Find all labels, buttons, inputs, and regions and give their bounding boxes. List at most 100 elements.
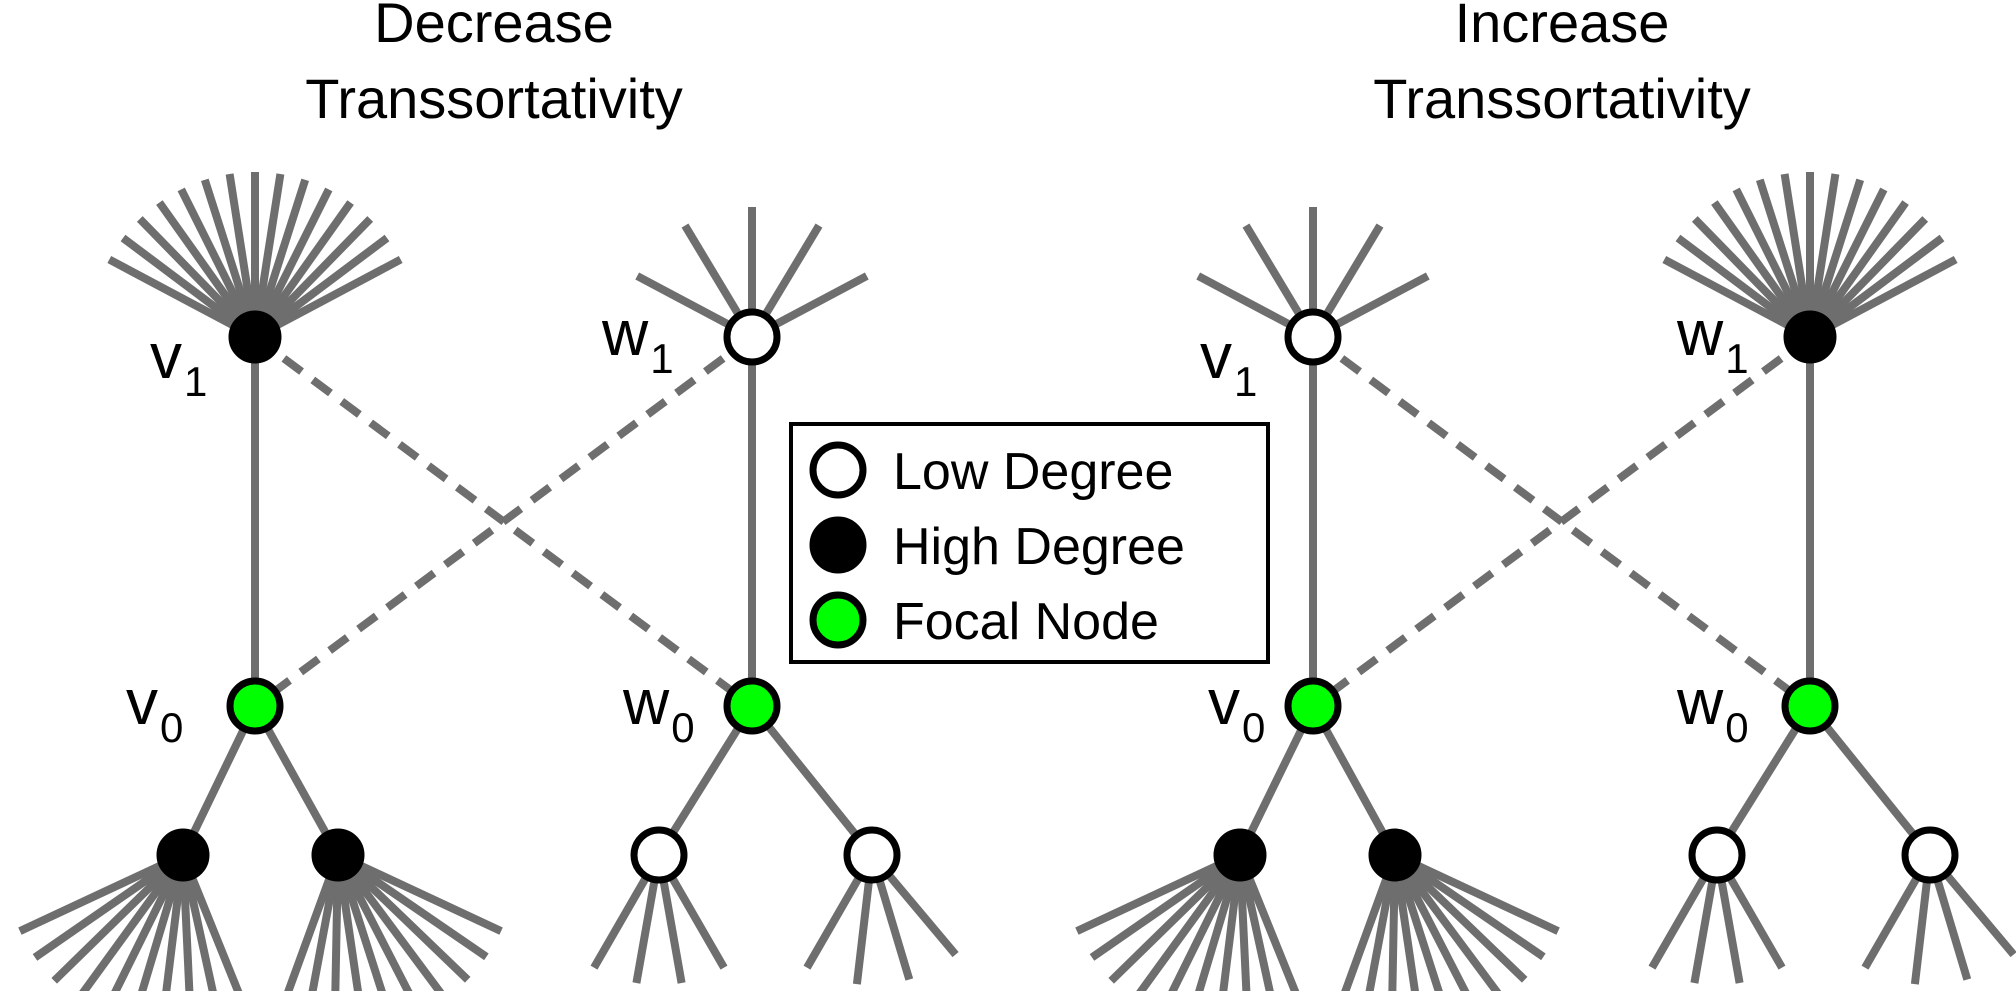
right-v0-child2-spoke	[1392, 851, 1546, 961]
left-v1-spoke	[251, 178, 310, 339]
right-v0-child2-spoke	[1388, 854, 1399, 991]
left-node-w0-child1	[630, 826, 688, 884]
right-w1-spoke	[1807, 234, 1945, 341]
left-v0-child1-spoke	[18, 851, 185, 935]
left-node-w0	[723, 677, 781, 735]
left-panel-nodes	[156, 308, 901, 884]
left-node-w0-child2	[843, 826, 901, 884]
left-v0-child2-spoke	[331, 854, 342, 991]
right-v0-child2-spoke	[1391, 852, 1502, 991]
left-label-w1: w1	[601, 297, 674, 382]
left-panel-edges	[179, 333, 876, 858]
left-title-line1: Decrease	[374, 0, 614, 54]
right-node-w0-child1	[1688, 826, 1746, 884]
right-label-w1: w1	[1676, 297, 1749, 382]
left-v0-child2-spoke	[334, 852, 445, 991]
left-v0-child1-spoke	[179, 854, 194, 991]
left-title-line2: Transsortativity	[305, 67, 683, 130]
left-v1-spoke	[225, 173, 259, 338]
right-w1-spoke	[1806, 200, 1909, 340]
left-v0-child1-spoke	[51, 852, 186, 984]
right-v0-child1-spoke	[1075, 851, 1242, 935]
left-label-w0: w0	[622, 666, 695, 751]
left-v0-child2-spoke	[284, 853, 342, 991]
right-panel-edges	[1236, 333, 1934, 858]
right-w1-spoke	[1807, 216, 1929, 340]
right-w1-spoke	[1806, 178, 1865, 339]
right-v0-child2-spoke	[1391, 853, 1470, 991]
left-node-v0-child1	[156, 828, 210, 882]
left-v1-spoke	[136, 216, 258, 340]
right-w1-spoke	[1691, 216, 1813, 340]
left-node-w1	[723, 308, 781, 366]
left-node-v0	[226, 677, 284, 735]
left-v0-child1-spoke	[179, 854, 217, 991]
right-node-v0	[1284, 677, 1342, 735]
left-node-labels: v1 w1 v0 w0	[126, 297, 695, 751]
right-w1-spoke	[1806, 187, 1888, 339]
right-label-v1: v1	[1200, 320, 1257, 405]
right-v0-child1-spoke	[1236, 854, 1274, 991]
legend-high-degree-label: High Degree	[893, 518, 1185, 576]
left-v1-spoke	[252, 216, 374, 340]
right-v0-child1-spoke	[1236, 853, 1300, 991]
right-w1-spoke	[1675, 234, 1813, 341]
right-node-w0-child2	[1901, 826, 1959, 884]
left-v0-child1-spoke	[162, 854, 187, 991]
right-title-line1: Increase	[1455, 0, 1670, 54]
right-v0-child1-spoke	[1108, 852, 1243, 984]
right-v0-child1-spoke	[1219, 854, 1244, 991]
right-label-v0: v0	[1208, 666, 1265, 751]
left-v0-child2-spoke	[334, 853, 413, 991]
left-v0-child2-spoke	[335, 851, 489, 961]
legend-box	[789, 422, 1270, 664]
left-v1-spoke	[120, 234, 258, 341]
right-dashed-w1-v0	[1310, 333, 1813, 710]
right-w1-spoke	[1662, 255, 1812, 341]
right-v0-child1-spoke	[1168, 853, 1244, 991]
right-node-w1	[1783, 310, 1837, 364]
left-label-v1: v1	[150, 320, 207, 405]
left-v0-child1-spoke	[179, 853, 243, 991]
legend-high-degree-swatch	[809, 516, 867, 574]
right-v0-child2-spoke	[1365, 854, 1399, 991]
legend-focal-node-label: Focal Node	[893, 593, 1159, 651]
right-node-v0-child1	[1213, 828, 1267, 882]
right-v0-child1-spoke	[1236, 854, 1251, 991]
right-label-w0: w0	[1676, 666, 1749, 751]
left-node-v1	[228, 310, 282, 364]
left-dashed-w1-v0	[252, 333, 755, 710]
left-v0-child2-spoke	[336, 851, 503, 935]
right-edge-w0-child1	[1713, 703, 1814, 858]
left-v1-spoke	[253, 255, 403, 341]
right-w1-spoke	[1711, 200, 1814, 340]
left-edge-w0-child1	[655, 703, 756, 858]
right-v0-child2-spoke	[1392, 852, 1528, 983]
right-title-line2: Transsortativity	[1373, 67, 1751, 130]
right-node-v0-child2	[1368, 828, 1422, 882]
legend-low-degree-label: Low Degree	[893, 443, 1173, 501]
left-v0-child1-spoke	[111, 853, 187, 991]
legend-low-degree-swatch	[809, 441, 867, 499]
left-v0-child2-spoke	[334, 854, 362, 991]
legend: Low Degree High Degree Focal Node	[789, 422, 1270, 664]
right-w1-spoke	[1732, 187, 1814, 339]
right-node-w0	[1781, 677, 1839, 735]
left-v1-spoke	[156, 200, 259, 340]
right-v0-child2-spoke	[1393, 851, 1560, 935]
left-v0-child1-spoke	[138, 853, 187, 991]
left-v1-spoke	[107, 255, 257, 341]
left-v1-spoke	[251, 187, 333, 339]
right-v0-child2-spoke	[1341, 853, 1399, 991]
right-panel-nodes	[1213, 308, 1959, 884]
right-w1-spoke	[1780, 173, 1814, 338]
left-v0-child1-spoke	[79, 852, 187, 991]
right-v0-child2-spoke	[1391, 853, 1443, 991]
right-node-labels: v1 w1 v0 w0	[1200, 297, 1749, 751]
left-v0-child2-spoke	[335, 852, 471, 983]
left-v1-spoke	[200, 178, 259, 339]
right-w1-spoke	[1808, 255, 1958, 341]
left-v1-spoke	[177, 187, 259, 339]
right-w1-spoke	[1755, 178, 1814, 339]
left-v0-child2-spoke	[308, 854, 342, 991]
